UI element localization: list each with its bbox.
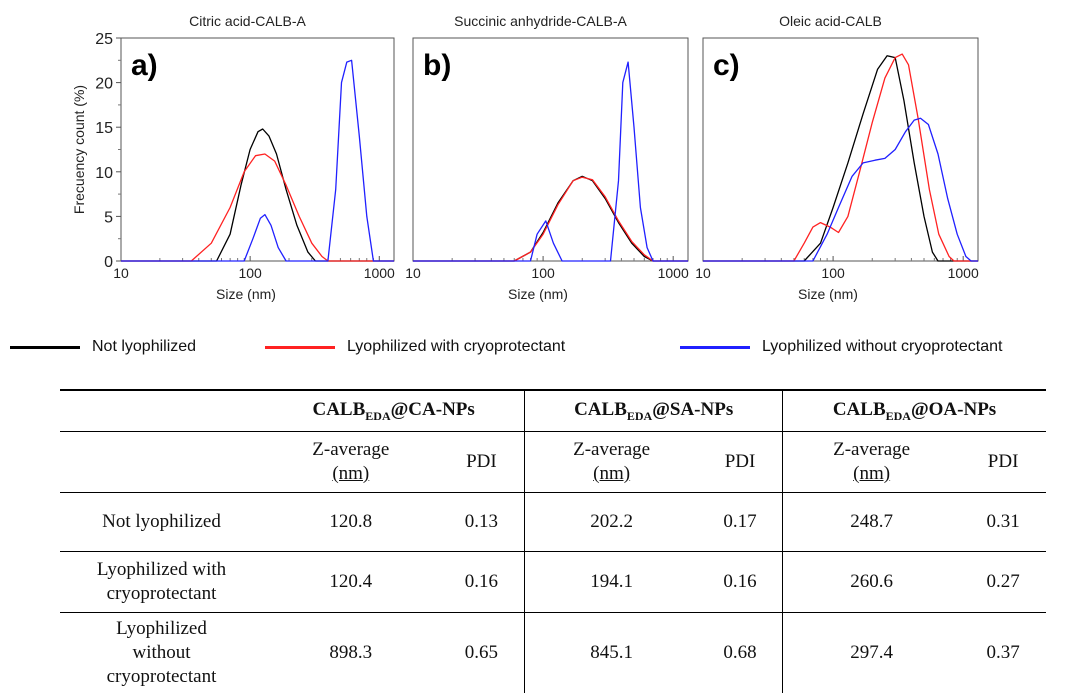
series-line	[413, 61, 688, 262]
dls-charts: 10 100 1000 0 5 10 15 20 25 Citric acid-CALB-A a) S…	[71, 13, 979, 302]
group-header-sa: CALBEDA@SA-NPs	[524, 389, 784, 432]
legend-item-not-lyophilized: Not lyophilized	[10, 338, 196, 356]
chart-panel: 10 100 1000 0 5 10 15 20 25 Citric acid-CALB-A a) S…	[71, 13, 395, 302]
legend-line-blue	[680, 345, 750, 349]
table-cell: 0.37	[986, 642, 1020, 664]
series-line	[413, 176, 688, 262]
table-cell: 898.3	[329, 642, 373, 664]
legend-label: Lyophilized with cryoprotectant	[347, 338, 566, 355]
panel-label: c)	[713, 49, 740, 82]
chart-title: Succinic anhydride-CALB-A	[454, 13, 627, 29]
z-average-header: Z-average (nm)	[782, 431, 961, 493]
series-line	[703, 55, 978, 262]
results-table: CALBEDA@CA-NPs CALBEDA@SA-NPs CALBEDA@OA…	[60, 389, 1046, 693]
x-axis-label: Size (nm)	[508, 286, 568, 302]
pdi-header: PDI	[438, 431, 526, 493]
chart-title: Citric acid-CALB-A	[189, 13, 306, 29]
y-tick-label: 0	[104, 254, 113, 271]
legend-line-red	[265, 345, 335, 349]
table-cell: 0.13	[438, 492, 526, 552]
table-cell: 297.4	[850, 642, 893, 664]
plot-frame	[702, 37, 979, 262]
x-axis-label: Size (nm)	[216, 286, 276, 302]
legend-label: Lyophilized without cryoprotectant	[762, 338, 1003, 355]
table-cell: 120.4	[263, 551, 439, 613]
table-cell: 845.1	[590, 642, 633, 664]
y-tick-label: 20	[95, 76, 113, 93]
pdi-header: PDI	[960, 431, 1046, 493]
legend-line-black	[10, 345, 80, 349]
table-cell: 0.31	[960, 492, 1046, 552]
x-tick-label: 100	[238, 265, 262, 281]
table-cell: 260.6	[782, 551, 961, 613]
z-average-header: Z-average (nm)	[263, 431, 439, 493]
table-cell: 0.17	[697, 492, 784, 552]
legend-item-with-cryo: Lyophilized with cryoprotectant	[265, 338, 565, 356]
y-tick-label: 5	[104, 209, 113, 226]
x-tick-label: 10	[695, 265, 711, 281]
y-tick-label: 15	[95, 120, 113, 137]
table-subheader-row: Z-average (nm) PDI Z-average (nm) PDI Z-av…	[60, 431, 1046, 493]
chart-title: Oleic acid-CALB	[779, 13, 882, 29]
table-cell: 0.68	[697, 612, 784, 693]
table-row: Lyophilized without cryoprotectant 898.3 0…	[60, 612, 1046, 693]
table-cell: 0.16	[697, 551, 784, 613]
table-cell: 248.7	[782, 492, 961, 552]
subheader-empty-cell	[60, 431, 263, 493]
row-label: Lyophilized with cryoprotectant	[60, 551, 263, 613]
row-label: Lyophilized without cryoprotectant	[106, 618, 217, 687]
y-tick-label: 10	[95, 165, 113, 182]
table-cell: 202.2	[524, 492, 698, 552]
table-cell: 0.65	[438, 612, 526, 693]
table-header-row: CALBEDA@CA-NPs CALBEDA@SA-NPs CALBEDA@OA…	[60, 389, 1046, 432]
table-cell: 0.27	[960, 551, 1046, 613]
z-average-header: Z-average (nm)	[524, 431, 698, 493]
x-tick-label: 100	[821, 265, 845, 281]
header-empty-cell	[60, 389, 263, 432]
x-axis-label: Size (nm)	[798, 286, 858, 302]
series-line	[121, 153, 394, 262]
panel-label: b)	[423, 49, 451, 82]
table-row: Not lyophilized 120.8 0.13 202.2 0.17 24…	[60, 492, 1046, 552]
table-row: Lyophilized with cryoprotectant 120.4 0.1…	[60, 551, 1046, 613]
x-tick-label: 10	[113, 265, 129, 281]
pdi-header: PDI	[697, 431, 784, 493]
group-header-oa: CALBEDA@OA-NPs	[782, 389, 1046, 432]
y-tick-label: 25	[95, 31, 113, 48]
table-cell: 0.16	[438, 551, 526, 613]
series-line	[703, 117, 978, 262]
x-tick-label: 10	[405, 265, 421, 281]
chart-panel: 10 100 1000 Succinic anhydride-CALB-A b) Size…	[405, 13, 689, 302]
series-line	[121, 128, 394, 262]
panel-label: a)	[131, 49, 158, 82]
group-header-ca: CALBEDA@CA-NPs	[263, 389, 526, 432]
plot-frame	[412, 37, 689, 262]
series-line	[703, 53, 978, 262]
x-tick-label: 1000	[658, 265, 689, 281]
legend-label: Not lyophilized	[92, 338, 197, 355]
y-axis-label: Frecuency count (%)	[71, 85, 87, 214]
legend: Not lyophilized Lyophilized with cryopro…	[0, 338, 1078, 362]
chart-panel: 10 100 1000 Oleic acid-CALB c) Size (nm)	[695, 13, 979, 302]
table-cell: 120.8	[263, 492, 439, 552]
x-tick-label: 1000	[364, 265, 395, 281]
x-tick-label: 100	[531, 265, 555, 281]
table-cell: 194.1	[524, 551, 698, 613]
legend-item-without-cryo: Lyophilized without cryoprotectant	[680, 338, 1002, 356]
series-line	[121, 59, 394, 262]
row-label: Not lyophilized	[60, 492, 263, 552]
x-tick-label: 1000	[948, 265, 979, 281]
